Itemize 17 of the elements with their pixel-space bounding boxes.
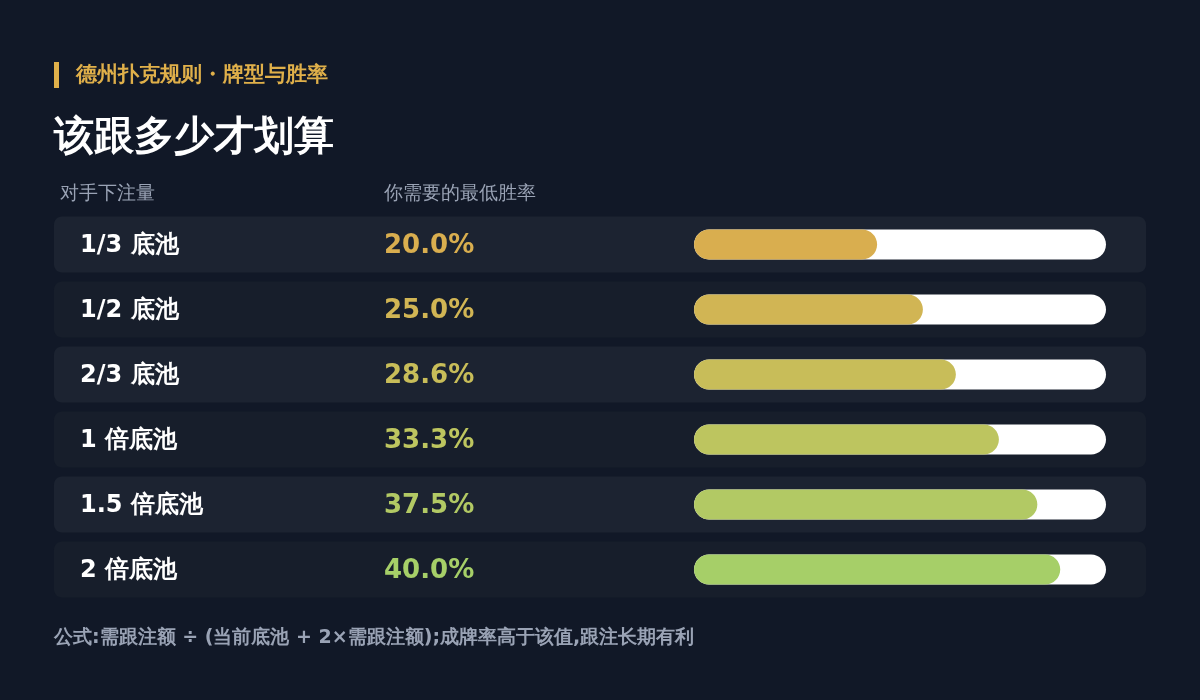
text: 德州扑克规则・牌型与胜率	[75, 62, 328, 86]
data-label: 25.0%	[384, 293, 475, 324]
data-label: 20.0%	[384, 228, 475, 259]
text: 该跟多少才划算	[53, 112, 334, 158]
data-label: 37.5%	[384, 488, 475, 519]
data-label: 40.0%	[384, 553, 475, 584]
y-tick-label: 1/2 底池	[80, 294, 180, 323]
y-tick-label: 1 倍底池	[80, 424, 179, 453]
y-axis-title: 对手下注量	[60, 181, 155, 203]
data-label: 28.6%	[384, 358, 475, 389]
text: 公式:需跟注额 ÷ (当前底池 + 2×需跟注额);成牌率高于该值,跟注长期有利	[53, 625, 695, 647]
y-tick-label: 2/3 底池	[80, 359, 180, 388]
data-label: 33.3%	[384, 423, 475, 454]
y-tick-label: 2 倍底池	[80, 554, 179, 583]
y-tick-label: 1/3 底池	[80, 229, 180, 258]
y-tick-label: 1.5 倍底池	[80, 489, 204, 518]
x-axis-title: 你需要的最低胜率	[383, 181, 536, 203]
